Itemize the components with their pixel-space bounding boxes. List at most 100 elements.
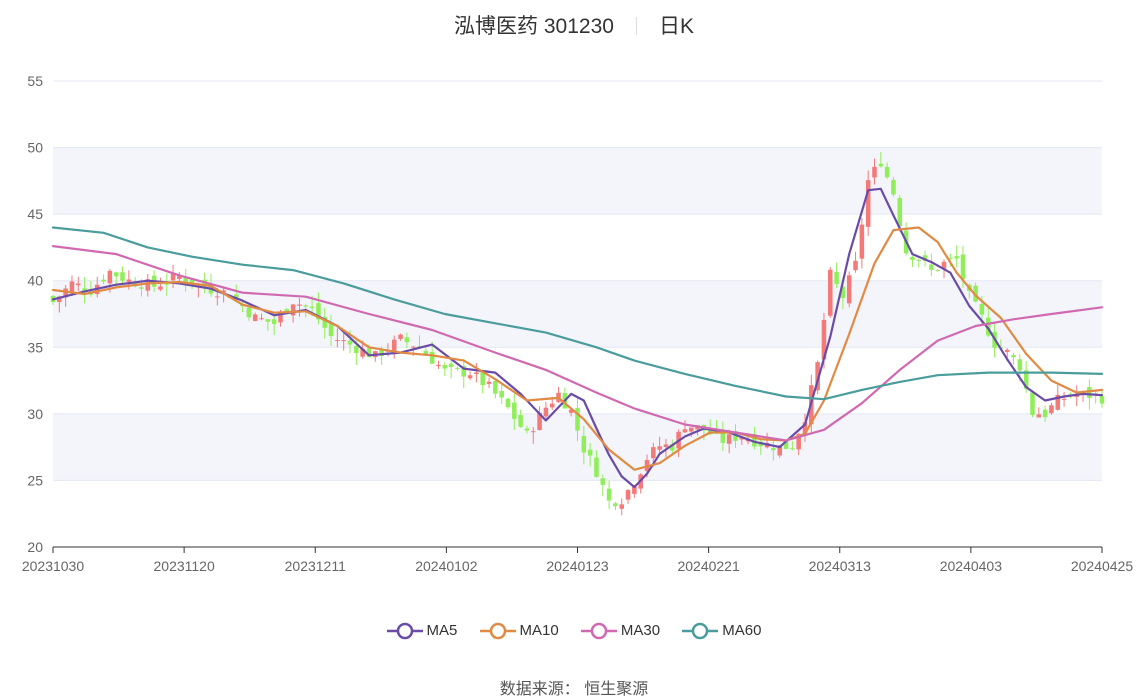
x-tick-label: 20231211	[285, 558, 346, 574]
candle-body	[309, 306, 315, 309]
candle-body	[328, 322, 334, 337]
y-tick-label: 25	[27, 472, 43, 488]
legend-label-ma60: MA60	[722, 622, 762, 639]
candle-body	[613, 503, 618, 507]
source-label: 数据来源：	[499, 681, 580, 698]
candle-body	[259, 318, 264, 320]
candle-body	[63, 288, 68, 298]
candle-body	[120, 272, 125, 281]
legend-marker-ma10	[479, 622, 516, 640]
candle-body	[1055, 394, 1061, 410]
legend-item-ma60[interactable]: MA60	[682, 622, 761, 640]
candle-body	[278, 313, 283, 323]
candle-body	[436, 364, 441, 367]
candle-body	[341, 340, 346, 342]
candle-body	[410, 346, 416, 348]
ma-line-ma10	[51, 226, 1104, 471]
candle-body	[651, 447, 656, 459]
candle-body	[183, 277, 188, 283]
candle-body	[682, 429, 688, 433]
source-provider: 恒生聚源	[584, 681, 649, 698]
candle-body	[391, 339, 397, 354]
ma-line-ma60	[51, 226, 1104, 401]
candle-body	[113, 272, 119, 277]
candle-body	[246, 307, 252, 318]
candle-body	[777, 445, 782, 456]
period-label: 日K	[658, 15, 694, 38]
candle-body	[512, 402, 517, 419]
candle-body	[215, 296, 220, 298]
candle-body	[796, 434, 801, 450]
candle-body	[233, 294, 239, 300]
x-tick-label: 20231030	[22, 558, 85, 574]
candle-body	[139, 287, 144, 289]
candle-body	[581, 435, 587, 453]
candle-body	[486, 381, 492, 384]
title-separator	[635, 17, 637, 35]
candle-body	[606, 488, 612, 501]
candle-body	[499, 391, 504, 398]
candle-body	[455, 367, 460, 369]
candle-body	[853, 260, 858, 271]
candle-body	[872, 166, 877, 178]
candle-body	[840, 286, 846, 299]
candle-body	[670, 444, 675, 451]
candle-body	[297, 304, 302, 306]
candle-body	[530, 431, 536, 433]
legend-item-ma10[interactable]: MA10	[479, 622, 559, 640]
candle-body	[771, 448, 776, 451]
stock-name: 泓博医药 301230	[454, 15, 614, 38]
candle-body	[1049, 405, 1054, 414]
candle-body	[429, 351, 435, 364]
y-tick-label: 20	[27, 539, 43, 555]
candle-body	[707, 428, 713, 435]
candle-body	[827, 269, 833, 316]
candle-body	[404, 337, 410, 343]
y-tick-label: 30	[27, 406, 43, 422]
candle-body	[859, 224, 865, 259]
candle-body	[790, 448, 795, 450]
candle-body	[335, 340, 340, 342]
legend-item-ma30[interactable]: MA30	[580, 622, 660, 640]
candlestick-chart: 20 25 30 35 40 45 50 55 20231030 20231120 20231211…	[22, 73, 1134, 574]
candle-body	[916, 259, 922, 261]
candle-body	[619, 504, 625, 509]
candle-body	[922, 255, 928, 261]
legend-marker-ma30	[580, 622, 617, 640]
candle-body	[379, 349, 384, 357]
candle-body	[1004, 349, 1010, 352]
candle-body	[537, 412, 542, 431]
candle-body	[632, 486, 637, 494]
candle-body	[897, 198, 903, 227]
candle-body	[1099, 396, 1105, 404]
candle-body	[752, 434, 757, 447]
legend-item-ma5[interactable]: MA5	[386, 622, 457, 640]
candle-body	[474, 372, 479, 374]
candle-body	[354, 345, 359, 353]
candle-body	[316, 303, 321, 320]
candle-body	[69, 281, 75, 294]
grid-band	[53, 147, 1102, 215]
candle-body	[657, 446, 662, 450]
candle-body	[76, 283, 81, 286]
legend-marker-ma60	[682, 622, 719, 640]
candle-body	[783, 439, 789, 449]
candle-body	[448, 363, 454, 367]
candle-body	[941, 261, 947, 269]
candle-body	[1042, 409, 1048, 418]
grid-band	[53, 280, 1102, 348]
candle-body	[985, 317, 991, 336]
candle-body	[891, 179, 896, 195]
x-tick-label: 20231120	[154, 558, 215, 574]
y-tick-label: 55	[27, 73, 43, 89]
candle-body	[170, 273, 176, 281]
candle-body	[164, 283, 170, 285]
candle-body	[189, 277, 195, 285]
candle-body	[954, 256, 959, 259]
candle-body	[625, 490, 631, 500]
candle-body	[252, 314, 258, 322]
candle-body	[126, 279, 132, 282]
candle-body	[600, 478, 606, 485]
candle-body	[865, 180, 871, 227]
candle-body	[518, 414, 523, 427]
